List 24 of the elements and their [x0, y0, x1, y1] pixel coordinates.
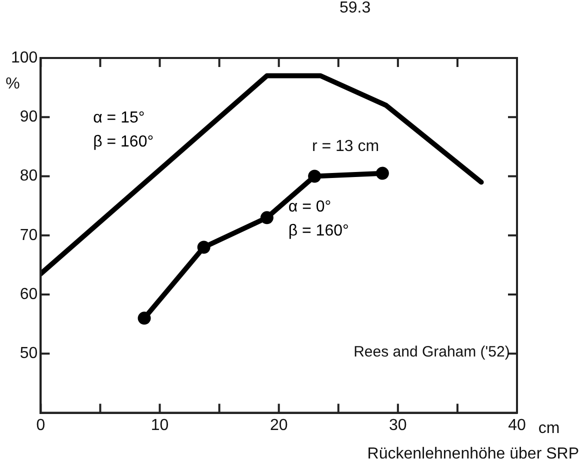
- point: [376, 166, 389, 180]
- text: cm: [538, 420, 560, 438]
- y-tick-label: 100: [10, 49, 38, 66]
- annotation: r = 13 cm: [312, 138, 380, 156]
- x-tick-label: 40: [508, 416, 526, 434]
- x-tick-label: 10: [150, 416, 169, 434]
- x-tick-label: 30: [389, 416, 407, 434]
- x-tick-label: 0: [36, 416, 46, 434]
- x-axis-title: Rückenlehnenhöhe über SRP: [367, 445, 579, 462]
- annotation: Rees and Graham ('52): [354, 344, 510, 361]
- y-axis-title: %: [6, 75, 20, 92]
- x-tick-label: 20: [270, 416, 288, 434]
- point: [308, 170, 322, 183]
- point: [138, 312, 151, 325]
- y-tick-label: 50: [20, 345, 38, 362]
- point: [197, 240, 210, 254]
- point: [260, 211, 274, 224]
- text: 59.3: [339, 0, 371, 17]
- y-tick-label: 90: [20, 108, 38, 126]
- series-label: α = 0° β = 160°: [288, 198, 349, 240]
- series-label: α = 15° β = 160°: [93, 110, 154, 151]
- y-tick-label: 80: [20, 168, 38, 185]
- y-tick-label: 60: [20, 286, 38, 303]
- y-tick-label: 70: [20, 226, 38, 244]
